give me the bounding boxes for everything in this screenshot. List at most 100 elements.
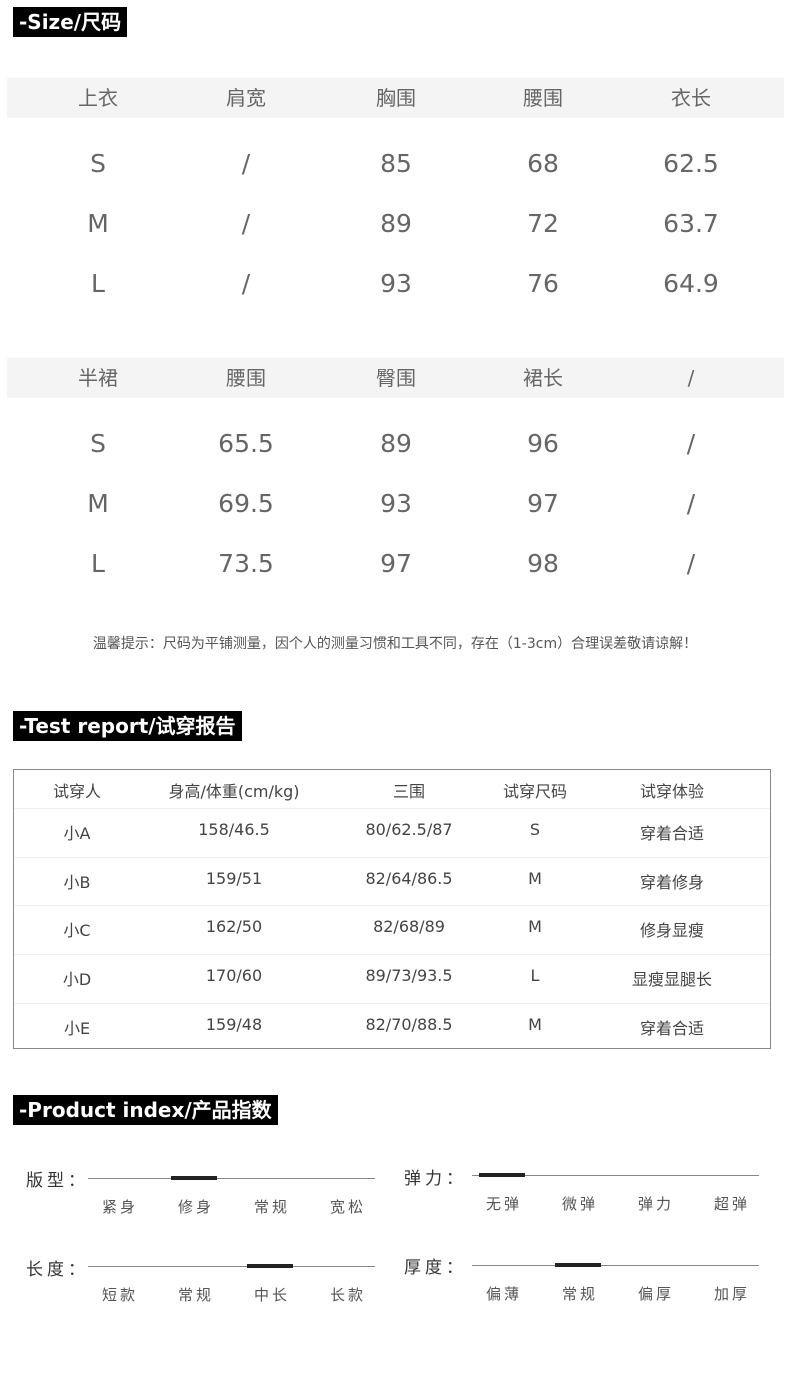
test-cell: 89/73/93.5 (365, 966, 453, 986)
test-report-table: 试穿人 身高/体重(cm/kg) 三围 试穿尺码 试穿体验 小A 158/46.5 80/62… (13, 769, 771, 1049)
index-scale-line (88, 1266, 375, 1267)
test-cell: 穿着修身 (639, 872, 705, 892)
skirt-header-cell: 腰围 (226, 366, 266, 390)
test-cell: M (528, 868, 542, 888)
index-option: 常规 (561, 1285, 599, 1303)
test-cell: 小D (62, 970, 92, 990)
tops-cell: 68 (527, 149, 559, 178)
skirt-header-cell: 裙长 (523, 366, 563, 390)
test-cell: 170/60 (205, 966, 263, 986)
test-cell: 159/51 (205, 868, 263, 888)
size-note: 温馨提示：尺码为平铺测量，因个人的测量习惯和工具不同，存在（1-3cm）合理误差… (92, 636, 698, 652)
index-option: 中长 (253, 1286, 291, 1304)
index-option: 常规 (253, 1198, 291, 1216)
index-option: 微弹 (561, 1195, 599, 1213)
test-cell: S (529, 820, 541, 839)
tops-cell: / (241, 269, 251, 298)
test-cell: 小C (63, 921, 91, 941)
table-row (14, 905, 770, 907)
tops-cell: / (241, 149, 251, 178)
tops-cell: S (90, 149, 106, 178)
index-option: 修身 (177, 1198, 215, 1216)
index-marker (479, 1173, 525, 1177)
test-cell: M (528, 917, 542, 937)
skirt-header-row (7, 358, 784, 398)
tops-header-cell: 上衣 (78, 86, 118, 110)
index-option: 弹力 (637, 1195, 675, 1213)
test-cell: 穿着合适 (639, 824, 705, 843)
tops-cell: 63.7 (663, 209, 719, 238)
index-label: 弹力： (404, 1169, 467, 1189)
index-option: 长款 (329, 1286, 367, 1304)
test-header-cell: 三围 (392, 782, 426, 801)
skirt-cell: 65.5 (218, 429, 274, 458)
index-label: 版型： (26, 1171, 89, 1191)
tops-cell: L (91, 269, 105, 298)
index-marker (555, 1263, 601, 1267)
test-cell: 159/48 (205, 1014, 263, 1034)
tops-cell: 62.5 (663, 149, 719, 178)
tops-cell: 76 (527, 269, 559, 298)
test-header-cell: 试穿尺码 (502, 782, 568, 801)
index-scale-line (88, 1178, 375, 1179)
test-cell: 82/64/86.5 (365, 868, 453, 888)
skirt-header-cell: / (687, 366, 695, 390)
skirt-cell: 97 (527, 489, 559, 518)
test-cell: L (530, 966, 540, 986)
table-row (14, 856, 770, 858)
skirt-cell: 73.5 (218, 549, 274, 578)
tops-header-cell: 衣长 (671, 86, 711, 110)
tops-cell: / (241, 209, 251, 238)
size-section-title: -Size/尺码 (13, 7, 128, 37)
skirt-cell: / (686, 489, 696, 518)
test-header-cell: 身高/体重(cm/kg) (168, 782, 300, 801)
index-marker (171, 1176, 217, 1180)
test-cell: 修身显瘦 (639, 921, 705, 941)
tops-header-cell: 胸围 (376, 86, 416, 110)
index-marker (247, 1264, 293, 1268)
skirt-cell: 93 (380, 489, 412, 518)
tops-cell: 89 (380, 209, 412, 238)
test-section-title: -Test report/试穿报告 (13, 711, 242, 741)
skirt-header-cell: 半裙 (78, 366, 118, 390)
skirt-cell: 69.5 (218, 489, 274, 518)
test-cell: M (528, 1014, 542, 1034)
skirt-cell: 89 (380, 429, 412, 458)
tops-cell: M (87, 209, 109, 238)
test-cell: 小E (63, 1018, 91, 1038)
test-header-cell: 试穿体验 (639, 782, 705, 801)
index-option: 紧身 (101, 1198, 139, 1216)
test-cell: 80/62.5/87 (365, 820, 453, 839)
index-option: 超弹 (713, 1195, 751, 1213)
tops-cell: 64.9 (663, 269, 719, 298)
test-cell: 82/70/88.5 (365, 1014, 453, 1034)
test-cell: 162/50 (205, 917, 263, 937)
index-option: 宽松 (329, 1198, 367, 1216)
tops-header-cell: 肩宽 (226, 86, 266, 110)
skirt-cell: 96 (527, 429, 559, 458)
index-option: 常规 (177, 1286, 215, 1304)
index-option: 偏薄 (485, 1285, 523, 1303)
skirt-cell: / (686, 429, 696, 458)
table-row (14, 808, 770, 809)
index-section-title: -Product index/产品指数 (13, 1095, 278, 1125)
table-row (14, 954, 770, 956)
test-cell: 158/46.5 (198, 820, 270, 839)
skirt-cell: / (686, 549, 696, 578)
index-scale-line (472, 1265, 759, 1266)
test-cell: 穿着合适 (639, 1018, 705, 1038)
tops-header-row (7, 78, 784, 118)
test-cell: 小B (63, 872, 91, 892)
skirt-cell: 97 (380, 549, 412, 578)
skirt-header-cell: 臀围 (376, 366, 416, 390)
skirt-cell: M (87, 489, 109, 518)
test-cell: 小A (63, 824, 91, 843)
index-option: 短款 (101, 1286, 139, 1304)
test-cell: 显瘦显腿长 (631, 970, 713, 990)
skirt-cell: L (91, 549, 105, 578)
tops-cell: 72 (527, 209, 559, 238)
skirt-cell: 98 (527, 549, 559, 578)
index-scale-line (472, 1175, 759, 1176)
skirt-cell: S (90, 429, 106, 458)
index-label: 长度： (26, 1260, 89, 1280)
